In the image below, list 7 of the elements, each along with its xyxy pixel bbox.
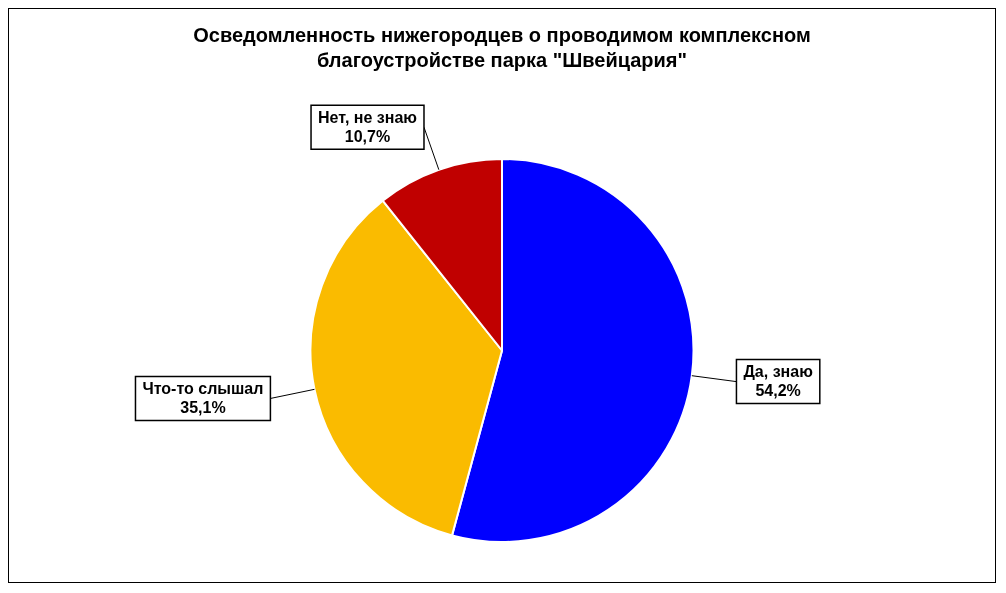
data-label: 10,7% <box>344 127 391 145</box>
chart-title: Осведомленность нижегородцев о проводимом комплексном благоустройстве парка "Швейцария" <box>192 23 812 73</box>
data-label: 54,2% <box>755 382 801 400</box>
slice-label: Нет, не знаю <box>318 108 418 126</box>
slice-label: Да, знаю <box>743 363 814 381</box>
data-label: 35,1% <box>180 398 226 416</box>
slice-label: Что-то слышал <box>142 379 264 397</box>
